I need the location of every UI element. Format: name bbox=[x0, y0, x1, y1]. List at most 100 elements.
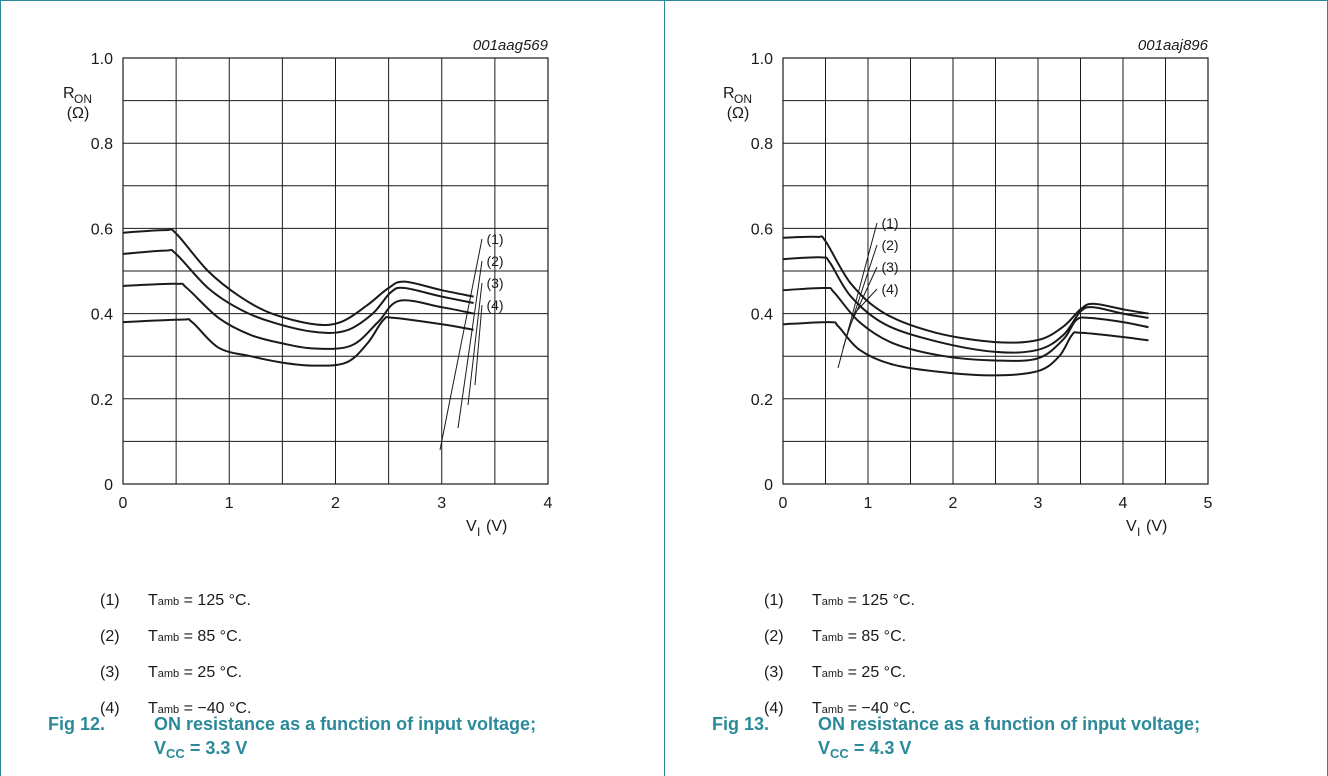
curve-label-leader bbox=[457, 260, 483, 429]
plot-area-border bbox=[782, 57, 1209, 485]
frame-divider bbox=[664, 0, 665, 776]
legend-value: = −40 °C. bbox=[847, 700, 916, 717]
x-tick-label: 4 bbox=[1119, 495, 1128, 512]
y-axis-label-subscript: ON bbox=[734, 92, 752, 106]
figure-panel-13: 0 1 2 3 4 5 0 0.2 0.4 0.6 0.8 1.0 001aaj896 R ON (Ω) V I(… bbox=[664, 0, 1328, 776]
y-tick-label: 0.2 bbox=[91, 392, 113, 409]
x-tick-label: 1 bbox=[225, 495, 234, 512]
curve-label: (4) bbox=[881, 281, 898, 297]
caption-figure-number: Fig 12. bbox=[48, 714, 106, 734]
y-tick-label: 0.6 bbox=[91, 221, 113, 238]
y-tick-label: 0.2 bbox=[751, 392, 773, 409]
caption-vcc-symbol: V bbox=[154, 738, 167, 758]
y-tick-label: 0.6 bbox=[751, 221, 773, 238]
legend-subscript: amb bbox=[157, 668, 180, 680]
curve-label-leader bbox=[847, 266, 878, 331]
caption-title: ON resistance as a function of input vol… bbox=[154, 714, 537, 734]
caption-vcc-subscript: CC bbox=[166, 746, 185, 761]
x-axis-unit: (V) bbox=[1146, 518, 1167, 535]
x-tick-label: 3 bbox=[437, 495, 446, 512]
series-line-1 bbox=[782, 235, 1149, 344]
curve-label: (1) bbox=[486, 231, 503, 247]
series-line-4 bbox=[122, 316, 474, 367]
series-line-3 bbox=[122, 282, 474, 350]
y-tick-label: 1.0 bbox=[751, 51, 773, 68]
x-tick-label: 0 bbox=[779, 495, 788, 512]
x-axis-unit: (V) bbox=[486, 518, 507, 535]
caption-vcc-symbol: V bbox=[818, 738, 831, 758]
y-tick-label: 0.4 bbox=[91, 307, 113, 324]
legend-value: = −40 °C. bbox=[183, 700, 252, 717]
legend-subscript: amb bbox=[821, 632, 844, 644]
legend-subscript: amb bbox=[821, 704, 844, 716]
x-tick-label: 2 bbox=[949, 495, 958, 512]
legend-subscript: amb bbox=[157, 632, 180, 644]
legend-number: (2) bbox=[764, 628, 784, 645]
curve-label-leader bbox=[851, 288, 878, 317]
series-line-1 bbox=[122, 228, 474, 327]
legend-symbol: T bbox=[148, 700, 158, 717]
curve-label-leader bbox=[474, 304, 483, 386]
y-tick-label: 0.8 bbox=[751, 136, 773, 153]
y-tick-label: 0 bbox=[104, 477, 113, 494]
legend-value: = 85 °C. bbox=[183, 628, 243, 645]
caption-vcc-value: = 4.3 V bbox=[853, 738, 912, 758]
x-tick-label: 1 bbox=[864, 495, 873, 512]
legend-number: (3) bbox=[764, 664, 784, 681]
legend-number: (4) bbox=[764, 700, 784, 717]
y-axis-unit: (Ω) bbox=[67, 105, 90, 122]
curve-label: (3) bbox=[881, 259, 898, 275]
x-tick-label: 5 bbox=[1204, 495, 1213, 512]
y-tick-label: 1.0 bbox=[91, 51, 113, 68]
x-tick-label: 3 bbox=[1034, 495, 1043, 512]
legend-subscript: amb bbox=[157, 596, 180, 608]
legend-symbol: T bbox=[148, 664, 158, 681]
y-axis-unit: (Ω) bbox=[727, 105, 750, 122]
series-line-2 bbox=[782, 256, 1149, 354]
legend-number: (4) bbox=[100, 700, 120, 717]
legend-number: (2) bbox=[100, 628, 120, 645]
y-tick-label: 0.8 bbox=[91, 136, 113, 153]
x-axis-label: V bbox=[466, 518, 477, 535]
curve-label: (4) bbox=[486, 297, 503, 313]
curve-label-leader bbox=[439, 238, 483, 451]
legend-subscript: amb bbox=[157, 704, 180, 716]
legend-symbol: T bbox=[812, 592, 822, 609]
legend-symbol: T bbox=[812, 628, 822, 645]
curve-label: (1) bbox=[881, 215, 898, 231]
x-tick-label: 2 bbox=[331, 495, 340, 512]
legend-symbol: T bbox=[812, 700, 822, 717]
caption-title: ON resistance as a function of input vol… bbox=[818, 714, 1201, 734]
frame-left-border bbox=[0, 0, 1, 776]
caption-vcc: VCC = 3.3 V bbox=[154, 736, 247, 762]
series-line-3 bbox=[782, 286, 1149, 362]
figure-panel-12: 0 1 2 3 4 0 0.2 0.4 0.6 0.8 1.0 001aag569 R ON (Ω) V I (V… bbox=[48, 37, 553, 762]
caption-vcc-subscript: CC bbox=[830, 746, 849, 761]
legend-number: (1) bbox=[100, 592, 120, 609]
curve-label: (3) bbox=[486, 275, 503, 291]
chart-fig-13: 0 1 2 3 4 5 0 0.2 0.4 0.6 0.8 1.0 001aaj896 R ON(Ω) V I (… bbox=[723, 37, 1213, 539]
legend-symbol: T bbox=[148, 592, 158, 609]
curve-label: (2) bbox=[881, 237, 898, 253]
caption-figure-number: Fig 13. bbox=[712, 714, 770, 734]
legend-value: = 25 °C. bbox=[847, 664, 907, 681]
x-tick-label: 4 bbox=[544, 495, 553, 512]
y-axis-label-subscript: ON bbox=[74, 92, 92, 106]
figure-id-code: 001aag569 bbox=[473, 37, 549, 54]
x-tick-label: 0 bbox=[119, 495, 128, 512]
legend-symbol: T bbox=[812, 664, 822, 681]
curve-label-leader bbox=[467, 282, 483, 406]
plot-area-border bbox=[122, 57, 549, 485]
y-tick-label: 0 bbox=[764, 477, 773, 494]
legend-subscript: amb bbox=[821, 596, 844, 608]
legend-symbol: T bbox=[148, 628, 158, 645]
legend-number: (1) bbox=[764, 592, 784, 609]
